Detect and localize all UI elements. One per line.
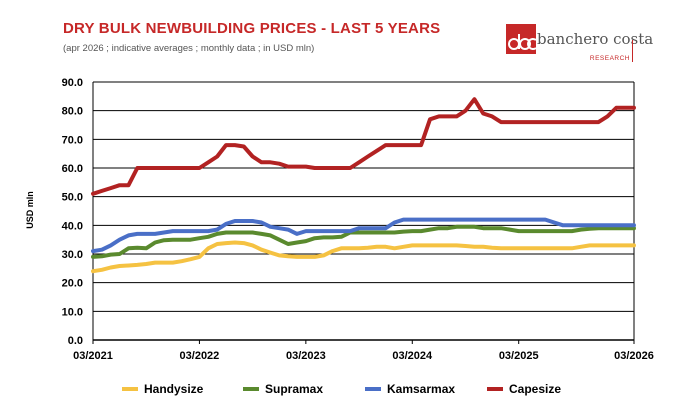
brand-logo: banchero costa RESEARCH	[506, 24, 653, 64]
y-tick-label: 30.0	[62, 249, 83, 261]
legend: Handysize Supramax Kamsarmax Capesize	[122, 382, 561, 396]
series-line-supramax	[91, 224, 636, 259]
chart-subtitle: (apr 2026 ; indicative averages ; monthl…	[63, 43, 315, 54]
chart-title: DRY BULK NEWBUILDING PRICES - LAST 5 YEA…	[63, 20, 441, 37]
y-tick-label: 50.0	[62, 192, 83, 204]
x-tick-label: 03/2025	[499, 350, 539, 362]
logo-tagline: RESEARCH	[589, 55, 630, 62]
series-line-handysize	[91, 240, 636, 274]
legend-label-capesize: Capesize	[509, 382, 561, 396]
logo-mark-icon	[506, 24, 536, 54]
y-tick-label: 0.0	[68, 335, 83, 347]
y-tick-label: 60.0	[62, 163, 83, 175]
logo-divider	[632, 40, 633, 62]
y-tick-label: 10.0	[62, 306, 83, 318]
legend-label-kamsarmax: Kamsarmax	[387, 382, 455, 396]
x-tick-label: 03/2026	[614, 350, 654, 362]
y-axis-label: USD mln	[25, 191, 35, 229]
y-axis-ticks: 0.0 10.0 20.0 30.0 40.0 50.0 60.0 70.0 80.0 90.0	[62, 77, 83, 347]
x-tick-label: 03/2021	[73, 350, 113, 362]
legend-label-handysize: Handysize	[144, 382, 204, 396]
x-tick-label: 03/2022	[180, 350, 220, 362]
x-axis-ticks: 03/2021 03/2022 03/2023 03/2024 03/2025 03/20…	[73, 340, 654, 362]
y-tick-label: 90.0	[62, 77, 83, 89]
logo-name: banchero costa	[537, 30, 654, 48]
y-tick-label: 70.0	[62, 134, 83, 146]
series-lines	[91, 97, 636, 274]
x-tick-label: 03/2024	[392, 350, 433, 362]
y-tick-label: 80.0	[62, 106, 83, 118]
y-tick-label: 40.0	[62, 220, 83, 232]
series-line-capesize	[91, 97, 636, 196]
series-line-kamsarmax	[91, 217, 636, 254]
x-tick-label: 03/2023	[286, 350, 326, 362]
y-tick-label: 20.0	[62, 278, 83, 290]
legend-label-supramax: Supramax	[265, 382, 323, 396]
